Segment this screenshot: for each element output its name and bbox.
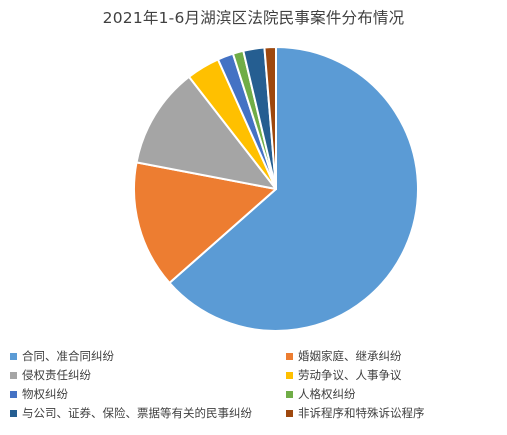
pie-slice (263, 45, 277, 190)
legend-item: 合同、准合同纠纷 (10, 349, 114, 363)
pie-slice (135, 75, 277, 190)
legend-label: 非诉程序和特殊诉讼程序 (298, 406, 425, 420)
pie-slice (133, 161, 277, 284)
pie-slice (168, 46, 419, 332)
legend-swatch (286, 390, 293, 398)
legend-item: 与公司、证券、保险、票据等有关的民事纠纷 (10, 406, 252, 420)
legend-label: 合同、准合同纠纷 (22, 349, 114, 363)
chart-title: 2021年1-6月湖滨区法院民事案件分布情况 (102, 9, 405, 27)
legend-swatch (10, 390, 17, 398)
legend-label: 物权纠纷 (22, 387, 68, 401)
legend-label: 劳动争议、人事争议 (298, 368, 402, 382)
legend-item: 侵权责任纠纷 (10, 368, 91, 382)
legend-item: 物权纠纷 (10, 387, 68, 401)
legend-swatch (286, 371, 293, 379)
legend-item: 人格权纠纷 (286, 387, 356, 401)
chart-legend: 合同、准合同纠纷 婚姻家庭、继承纠纷 侵权责任纠纷 劳动争议、人事争议 物权纠纷… (10, 349, 500, 433)
legend-item: 劳动争议、人事争议 (286, 368, 402, 382)
legend-item: 非诉程序和特殊诉讼程序 (286, 406, 425, 420)
legend-swatch (286, 409, 293, 417)
legend-label: 人格权纠纷 (298, 387, 356, 401)
legend-item: 婚姻家庭、继承纠纷 (286, 349, 402, 363)
legend-label: 与公司、证券、保险、票据等有关的民事纠纷 (22, 406, 252, 420)
legend-swatch (10, 409, 17, 417)
pie-chart (133, 45, 419, 332)
legend-label: 侵权责任纠纷 (22, 368, 91, 382)
legend-swatch (10, 352, 17, 360)
legend-swatch (286, 352, 293, 360)
legend-label: 婚姻家庭、继承纠纷 (298, 349, 402, 363)
legend-swatch (10, 371, 17, 379)
